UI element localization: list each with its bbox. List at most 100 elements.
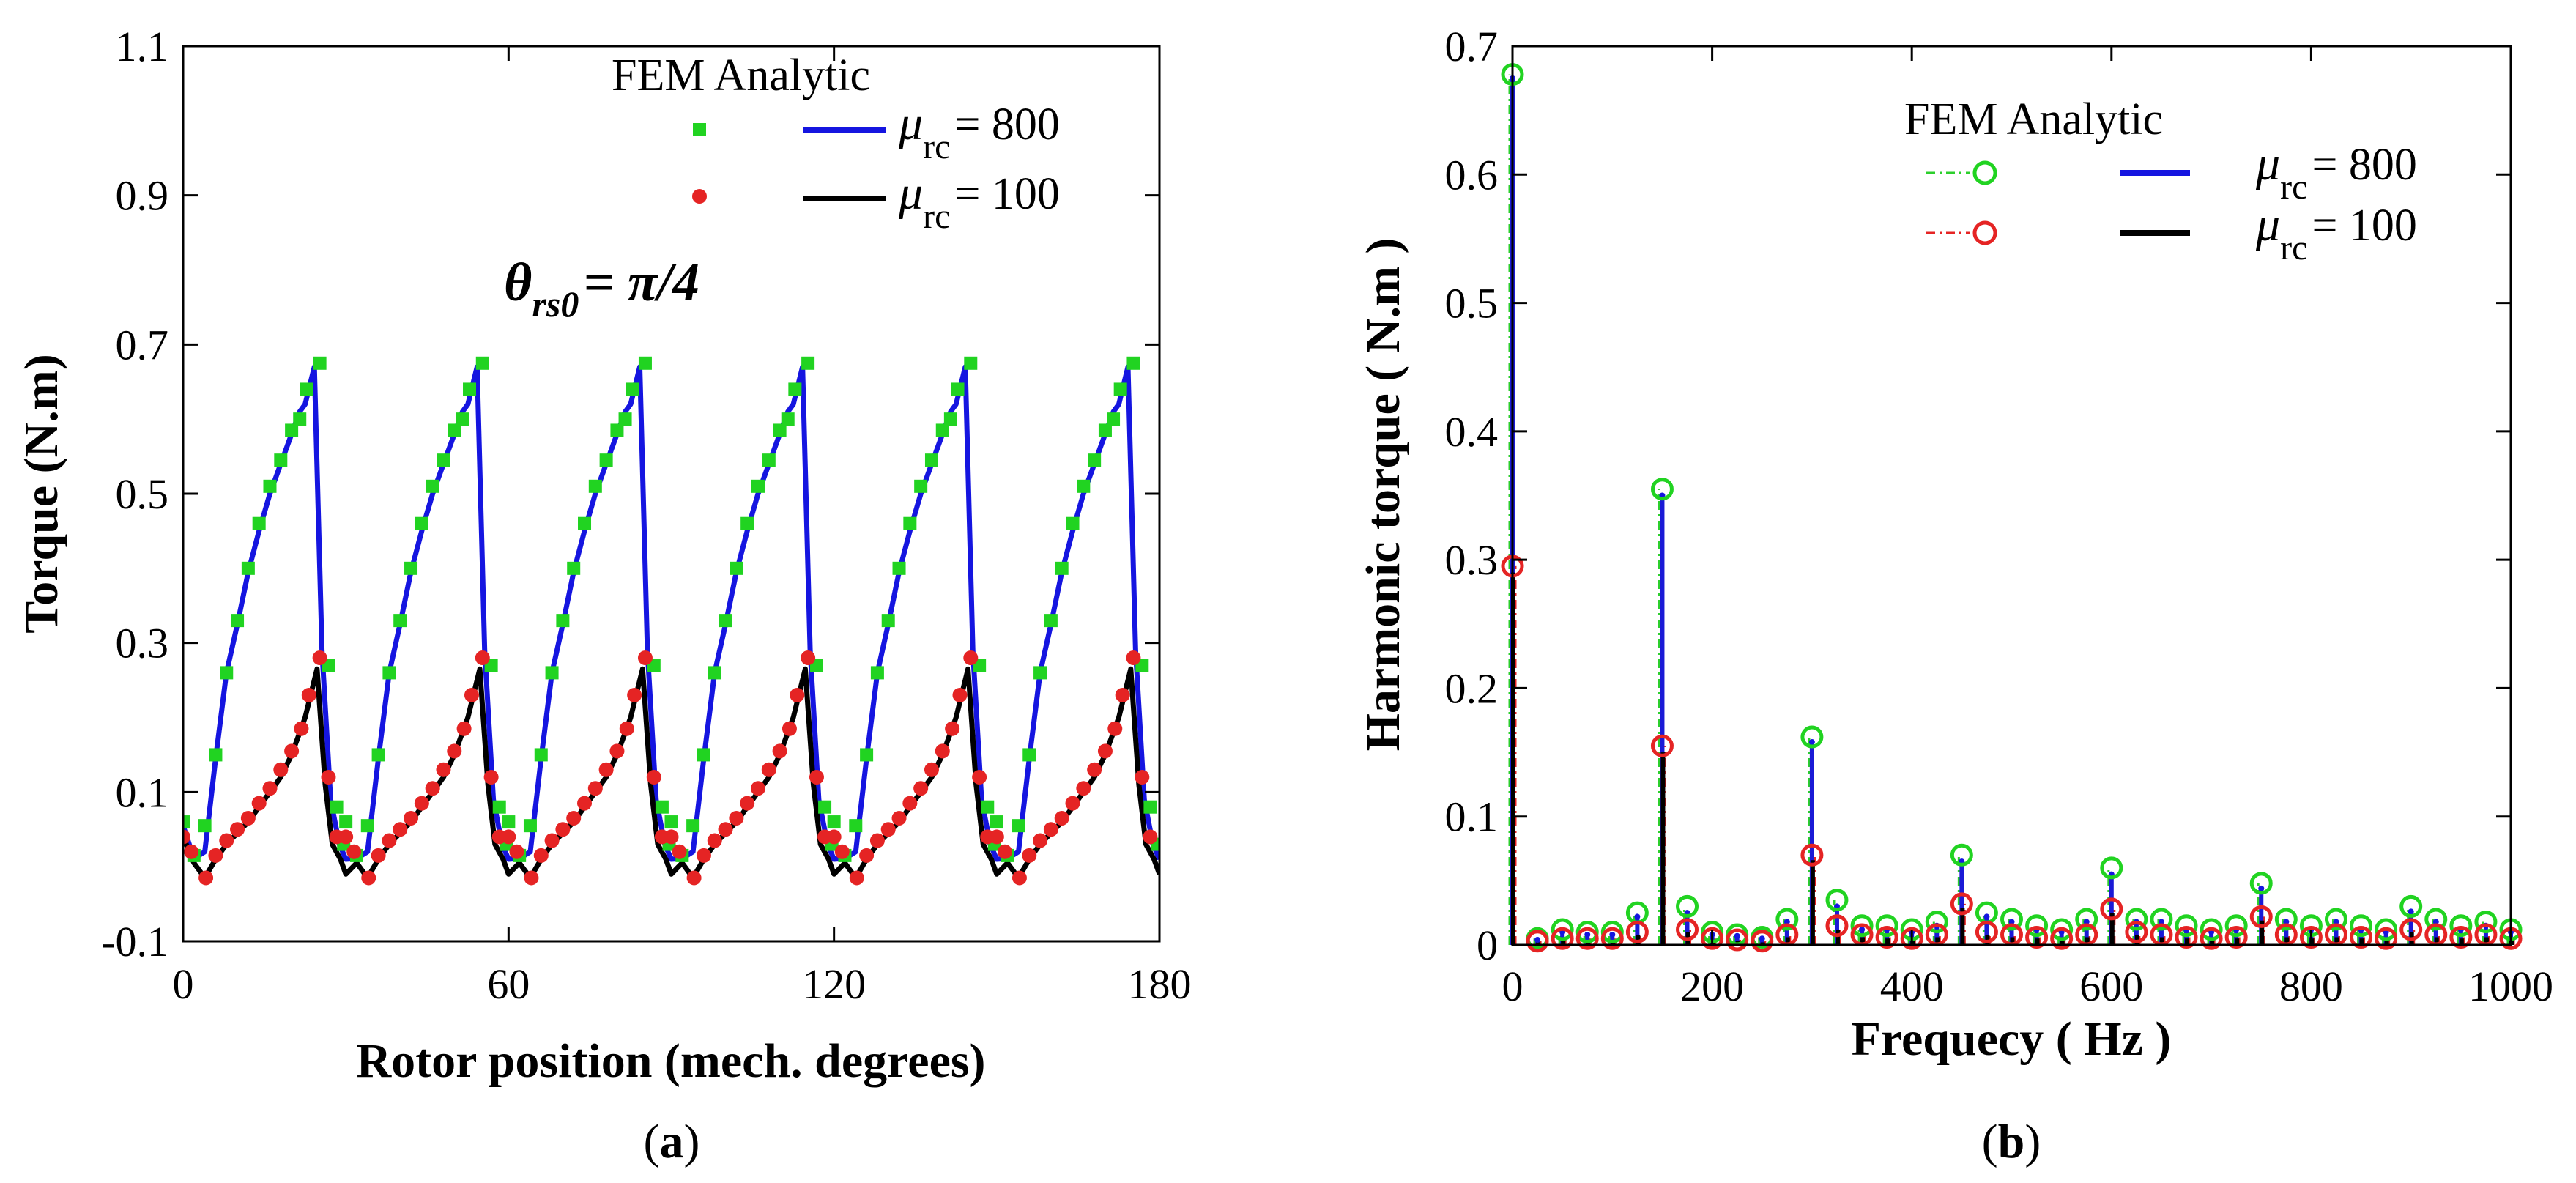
fem-circle-100 [1800, 843, 1824, 867]
fem-point-800 [588, 479, 602, 493]
fem-point-800 [1126, 356, 1140, 370]
panel-b-series [1501, 63, 2523, 953]
fem-point-800 [914, 479, 928, 493]
fem-circle-800 [1650, 478, 1674, 501]
fem-point-800 [523, 819, 537, 833]
fem-circle-100 [1600, 927, 1624, 950]
fem-point-100 [761, 762, 776, 777]
analytic-point-800 [2408, 908, 2414, 915]
fem-circle-800 [1925, 910, 1948, 933]
analytic-point-800 [2258, 885, 2265, 891]
fem-point-100 [740, 796, 755, 811]
x-tick-label: 600 [2079, 963, 2143, 1010]
fem-point-100 [1087, 762, 1102, 777]
fem-point-100 [972, 769, 987, 785]
fem-point-800 [818, 800, 832, 814]
fem-circle-100 [2200, 927, 2223, 950]
x-tick-label: 180 [1128, 960, 1192, 1008]
fem-circle-800 [2175, 914, 2198, 938]
analytic-point-800 [1609, 931, 1616, 938]
analytic-point-800 [1734, 932, 1740, 939]
annotation-subscript: rs0 [532, 283, 579, 325]
panel-a-x-axis-label: Rotor position (mech. degrees) [356, 1034, 985, 1088]
fem-point-100 [646, 769, 661, 785]
fem-point-800 [781, 412, 795, 426]
fem-circle-100 [1701, 927, 1724, 950]
analytic-point-800 [2283, 919, 2290, 925]
analytic-point-800 [1759, 935, 1765, 942]
fem-point-100 [729, 810, 744, 826]
fem-point-800 [231, 614, 245, 628]
fem-point-100 [273, 762, 289, 777]
fem-point-100 [924, 762, 939, 777]
fem-point-100 [404, 810, 419, 826]
fem-circle-800 [1676, 894, 1699, 918]
fem-circle-100 [1551, 927, 1574, 950]
fem-point-800 [415, 516, 428, 530]
fem-point-800 [860, 748, 874, 762]
legend-a-entry-800: μrc= 800 [898, 97, 1060, 166]
fem-point-100 [790, 687, 805, 702]
legend-a-fem-800-marker [693, 123, 706, 136]
fem-point-100 [464, 687, 479, 702]
fem-circle-100 [1676, 918, 1699, 941]
fem-point-100 [301, 687, 316, 702]
fem-point-800 [1012, 819, 1025, 833]
fem-point-800 [943, 412, 957, 426]
analytic-point-800 [1634, 913, 1641, 920]
x-tick-label: 400 [1880, 963, 1944, 1010]
fem-point-100 [414, 796, 429, 811]
fem-point-800 [1098, 423, 1112, 437]
legend-a-value: = 800 [954, 100, 1059, 149]
fem-point-100 [913, 781, 929, 796]
fem-point-100 [826, 829, 842, 845]
legend-b-sub: rc [2280, 229, 2307, 267]
fem-point-800 [801, 356, 815, 370]
fem-point-100 [619, 721, 634, 736]
fem-point-100 [240, 810, 256, 826]
x-tick-label: 60 [487, 960, 530, 1008]
fem-point-800 [556, 614, 570, 628]
fem-point-800 [638, 356, 652, 370]
fem-point-800 [300, 382, 313, 396]
caption-a-letter: a [660, 1115, 684, 1168]
fem-circle-800 [2050, 918, 2074, 941]
fem-circle-100 [1526, 930, 1549, 953]
panel-a-legend-header: FEM Analytic [612, 51, 870, 100]
fem-point-100 [1043, 822, 1058, 837]
fem-point-800 [534, 748, 548, 762]
fem-point-100 [346, 844, 362, 859]
fem-point-100 [707, 833, 722, 848]
fem-point-800 [849, 819, 863, 833]
panel-b-ticks: 0 200 400 600 800 1000 0 0.1 0.2 0.3 0.4 0.5 0.6 0.7 [1445, 23, 2554, 1010]
fem-point-100 [312, 650, 327, 666]
fem-point-800 [730, 561, 743, 575]
fem-point-100 [436, 762, 451, 777]
legend-a-value: = 100 [954, 169, 1059, 219]
analytic-point-800 [2158, 919, 2164, 925]
analytic-point-800 [2083, 919, 2090, 925]
fem-point-100 [184, 844, 199, 859]
fem-point-800 [371, 748, 385, 762]
legend-b-entry-800: μrc= 800 [2255, 137, 2417, 207]
fem-point-800 [1033, 666, 1047, 680]
fem-point-800 [285, 423, 299, 437]
legend-b-fem-800-marker [1972, 160, 1997, 185]
panel-a-ticks: 0 60 120 180 -0.1 0.1 0.3 0.5 0.7 0.9 1.1 [101, 23, 1191, 1008]
fem-point-100 [664, 829, 679, 845]
fem-point-100 [952, 687, 968, 702]
fem-point-100 [1143, 829, 1158, 845]
analytic-point-800 [1808, 739, 1815, 746]
fem-point-100 [902, 796, 918, 811]
fem-point-800 [404, 561, 418, 575]
fem-point-800 [313, 356, 327, 370]
fem-point-100 [672, 844, 687, 859]
fem-point-800 [293, 412, 307, 426]
fem-point-800 [935, 423, 949, 437]
fem-point-100 [1065, 796, 1080, 811]
fem-point-100 [198, 870, 214, 886]
fem-circle-100 [2025, 925, 2049, 949]
analytic-point-800 [1783, 919, 1790, 925]
fem-circle-800 [2000, 908, 2023, 931]
fem-point-800 [252, 516, 266, 530]
